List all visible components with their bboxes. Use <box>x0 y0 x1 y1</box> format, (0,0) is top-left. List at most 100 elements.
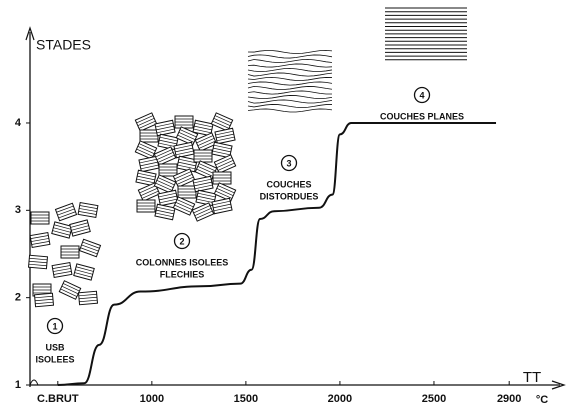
layer-line <box>75 269 93 275</box>
layer-line <box>80 247 98 255</box>
annotation-number: 3 <box>286 158 291 168</box>
layer-stack <box>54 202 78 222</box>
layer-line <box>175 150 194 156</box>
layer-line <box>215 157 233 166</box>
layer-line <box>196 198 215 204</box>
layer-stack <box>51 261 73 279</box>
layer-line <box>157 177 175 186</box>
layer-stack <box>73 263 95 281</box>
layer-line <box>156 209 174 215</box>
wavy-layer <box>247 86 333 90</box>
wavy-layer <box>247 104 333 109</box>
layer-stack <box>192 175 214 193</box>
y-tick-label: 2 <box>15 292 21 304</box>
layer-line <box>177 164 196 170</box>
x-tick-label: 2500 <box>422 393 446 405</box>
layer-line <box>194 184 213 190</box>
layer-line <box>35 301 54 305</box>
layer-line <box>212 200 231 206</box>
annotation-text: ISOLEES <box>35 354 74 364</box>
layer-line <box>156 125 174 131</box>
layer-stack <box>139 129 159 143</box>
wavy-layer <box>247 95 333 100</box>
layer-line <box>30 235 49 239</box>
layer-line <box>194 125 212 131</box>
layer-stack <box>213 182 237 202</box>
layer-stack <box>174 115 194 129</box>
layer-line <box>178 132 196 140</box>
layer-line <box>139 158 158 164</box>
layer-line <box>57 208 75 216</box>
wavy-layer <box>247 59 333 63</box>
layer-stack <box>176 155 198 173</box>
annotation-text: DISTORDUES <box>260 191 319 201</box>
layer-line <box>194 208 212 216</box>
wavy-layer <box>247 72 333 77</box>
annotation-number: 4 <box>419 90 424 100</box>
layer-stack <box>29 231 51 249</box>
y-axis-label: STADES <box>36 37 91 53</box>
layer-line <box>213 203 231 209</box>
layer-line <box>198 140 216 149</box>
annotation-text: FLECHIES <box>160 269 205 279</box>
layer-line <box>159 139 177 145</box>
layer-line <box>56 205 74 213</box>
y-tick-label: 4 <box>15 117 22 129</box>
layer-line <box>194 122 213 128</box>
layer-line <box>75 266 94 272</box>
layer-stack <box>175 126 199 146</box>
layer-line <box>156 152 174 160</box>
layer-line <box>176 176 194 185</box>
wavy-layer <box>247 81 333 86</box>
layer-line <box>52 265 71 269</box>
layer-line <box>156 128 175 134</box>
annotation-circle <box>280 154 298 172</box>
layer-line <box>212 120 230 129</box>
x-tick-label: C.BRUT <box>37 393 79 405</box>
layer-line <box>60 288 78 297</box>
layer-stack <box>173 141 195 159</box>
layer-line <box>29 257 48 261</box>
x-tick-label: 2000 <box>328 393 352 405</box>
layer-line <box>198 163 216 172</box>
layer-stack <box>136 199 156 213</box>
layer-line <box>217 185 235 194</box>
layer-line <box>156 180 174 188</box>
layer-line <box>53 268 71 272</box>
layer-line <box>137 146 155 154</box>
layer-line <box>53 271 72 275</box>
layer-line <box>136 115 154 124</box>
layer-stack <box>194 160 218 180</box>
wavy-layer <box>247 90 333 95</box>
layer-stack <box>177 185 197 199</box>
layer-stack <box>77 201 99 219</box>
layer-line <box>174 204 192 213</box>
x-axis-arrow <box>551 380 566 390</box>
layer-line <box>194 181 212 187</box>
layer-line <box>82 241 100 249</box>
layer-line <box>155 212 174 218</box>
layer-stack <box>211 141 233 159</box>
layer-line <box>215 190 233 199</box>
layer-stack <box>154 203 176 221</box>
layer-line <box>70 222 89 228</box>
layer-line <box>195 210 213 219</box>
wavy-layer <box>247 77 333 81</box>
layer-stack <box>212 171 232 185</box>
layer-stack <box>210 112 234 132</box>
annotation-text: COLONNES ISOLEES <box>136 257 229 267</box>
layer-line <box>193 178 212 184</box>
layer-line <box>53 227 71 233</box>
layer-line <box>197 195 215 201</box>
layer-stack <box>193 149 213 163</box>
layer-stack <box>58 280 82 300</box>
layer-line <box>71 225 89 231</box>
layer-line <box>214 115 232 124</box>
layer-stack <box>134 112 158 132</box>
layer-line <box>159 195 177 201</box>
layer-line <box>71 228 90 234</box>
layer-stack <box>158 163 178 177</box>
annotation-circle <box>413 86 431 104</box>
